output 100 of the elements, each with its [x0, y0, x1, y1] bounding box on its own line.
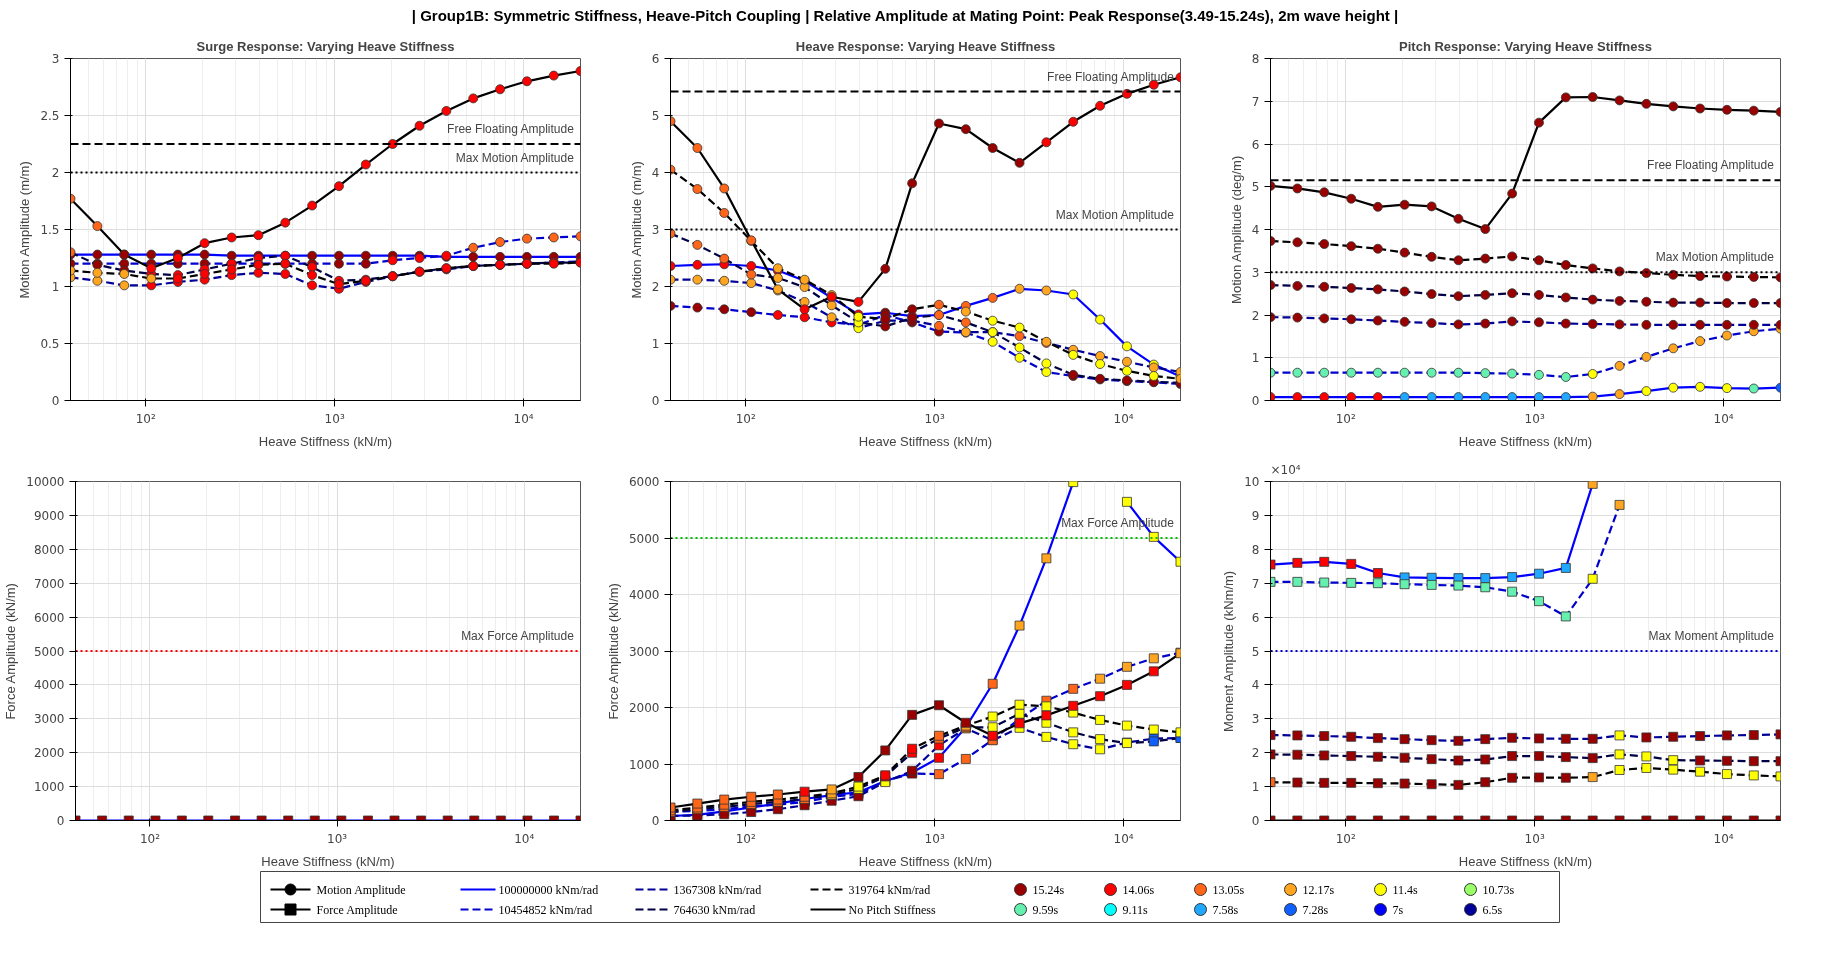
- x-tick-label: 10³: [924, 831, 945, 846]
- legend-label: 764630 kNm/rad: [673, 902, 756, 917]
- ref-line-label: Max Motion Amplitude: [455, 150, 575, 165]
- y-tick-label: 6000: [628, 475, 660, 490]
- y-tick-label: 7000: [33, 577, 65, 592]
- y-tick-label: 2.5: [40, 109, 60, 124]
- y-tick-label: 4000: [628, 588, 660, 603]
- text: | Group1B: Symmetric Stiffness, Heave-Pitch Coupling | Relative Amplitude at Mating Point: Peak Response(3.49-15.24s), 2m wave height |: [411, 6, 1399, 26]
- y-tick-label: 4000: [33, 678, 65, 693]
- ref-line-label: Max Motion Amplitude: [1655, 250, 1775, 265]
- y-tick-label: 5000: [33, 644, 65, 659]
- x-tick-label: 10⁴: [1713, 411, 1734, 426]
- y-tick-label: 10000: [26, 475, 65, 490]
- y-tick-label: 6000: [33, 611, 65, 626]
- y-tick-label: 2: [1251, 308, 1260, 323]
- legend-label: No Pitch Stiffness: [848, 902, 936, 917]
- legend-label: 7.58s: [1212, 902, 1239, 917]
- legend-label: 319764 kNm/rad: [848, 882, 931, 897]
- y-tick-label: 0: [51, 394, 60, 409]
- x-axis-title: Heave Stiffness (kN/m): [258, 433, 393, 449]
- y-tick-label: 0.5: [40, 337, 60, 352]
- legend-label: 6.5s: [1482, 902, 1503, 917]
- y-axis-title: Motion Amplitude (m/m): [17, 161, 33, 299]
- x-tick-label: 10³: [327, 831, 348, 846]
- y-tick-label: 1: [1251, 351, 1260, 366]
- y-tick-label: 3: [1251, 266, 1260, 281]
- legend-label: 13.05s: [1212, 882, 1245, 897]
- y-tick-label: 9000: [33, 509, 65, 524]
- ref-line-label: Free Floating Amplitude: [1647, 158, 1775, 173]
- y-tick-label: 6: [1251, 137, 1260, 152]
- legend-label: 7.28s: [1302, 902, 1329, 917]
- y-tick-label: 1: [1251, 780, 1260, 795]
- y-tick-label: 10: [1244, 475, 1260, 490]
- x-axis-title: Heave Stiffness (kN/m): [1458, 853, 1593, 869]
- y-tick-label: 1: [651, 337, 660, 352]
- ref-line-label: Free Floating Amplitude: [447, 122, 575, 137]
- y-tick-label: 3: [1251, 712, 1260, 727]
- ref-line-label: Max Motion Amplitude: [1055, 207, 1175, 222]
- chart-title: Pitch Response: Varying Heave Stiffness: [1399, 38, 1652, 54]
- x-tick-label: 10³: [324, 411, 345, 426]
- y-axis-title: Force Amplitude (kN/m): [605, 583, 621, 721]
- x-tick-label: 10³: [1524, 831, 1545, 846]
- legend-label: Motion Amplitude: [316, 882, 406, 897]
- y-tick-label: 0: [56, 814, 65, 829]
- y-tick-label: 2: [1251, 746, 1260, 761]
- y-tick-label: 2000: [33, 746, 65, 761]
- y-tick-label: 6: [1251, 611, 1260, 626]
- legend-label: 100000000 kNm/rad: [498, 882, 599, 897]
- x-tick-label: 10²: [735, 831, 756, 846]
- y-tick-label: 1.5: [40, 223, 60, 238]
- y-tick-label: 5: [1251, 180, 1260, 195]
- y-tick-label: 0: [651, 394, 660, 409]
- y-tick-label: 3: [651, 223, 660, 238]
- chart-title: Heave Response: Varying Heave Stiffness: [795, 38, 1056, 54]
- x-tick-label: 10²: [1335, 411, 1356, 426]
- y-tick-label: 0: [1251, 394, 1260, 409]
- y-axis-title: Force Amplitude (kN/m): [3, 583, 19, 721]
- y-tick-label: 9: [1251, 509, 1260, 524]
- ref-line-label: Max Force Amplitude: [461, 629, 575, 644]
- y-tick-label: 2000: [628, 701, 660, 716]
- x-tick-label: 10⁴: [514, 831, 535, 846]
- x-tick-label: 10⁴: [1713, 831, 1734, 846]
- y-tick-label: 8: [1251, 543, 1260, 558]
- y-tick-label: 5: [651, 109, 660, 124]
- y-axis-title: Motion Amplitude (m/m): [628, 161, 644, 299]
- x-axis-title: Heave Stiffness (kN/m): [1458, 433, 1593, 449]
- legend-label: 1367308 kNm/rad: [673, 882, 762, 897]
- y-tick-label: 2: [651, 280, 660, 295]
- legend-label: 15.24s: [1032, 882, 1065, 897]
- y-tick-label: 7: [1251, 577, 1260, 592]
- x-tick-label: 10²: [135, 411, 156, 426]
- y-tick-label: 3000: [33, 712, 65, 727]
- legend-label: 11.4s: [1392, 882, 1419, 897]
- y-tick-label: 1000: [628, 757, 660, 772]
- x-tick-label: 10⁴: [1113, 411, 1134, 426]
- y-axis-title: Motion Amplitude (deg/m): [1228, 156, 1244, 305]
- y-tick-label: 6: [651, 52, 660, 67]
- y-tick-label: 1000: [33, 780, 65, 795]
- legend-label: 10454852 kNm/rad: [498, 902, 593, 917]
- x-tick-label: 10²: [1335, 831, 1356, 846]
- x-axis-title: Heave Stiffness (kN/m): [858, 853, 993, 869]
- y-tick-label: 4: [651, 166, 660, 181]
- x-tick-label: 10³: [924, 411, 945, 426]
- chart-title: Surge Response: Varying Heave Stiffness: [196, 38, 455, 54]
- y-tick-label: 8000: [33, 543, 65, 558]
- x-tick-label: 10⁴: [1113, 831, 1134, 846]
- y-tick-label: 1: [51, 280, 60, 295]
- y-tick-label: 5000: [628, 531, 660, 546]
- legend-label: 12.17s: [1302, 882, 1335, 897]
- x-axis-title: Heave Stiffness (kN/m): [261, 853, 395, 869]
- y-tick-label: 0: [1251, 814, 1260, 829]
- y-tick-label: 7: [1251, 95, 1260, 110]
- x-tick-label: 10²: [735, 411, 756, 426]
- y-tick-label: 5: [1251, 644, 1260, 659]
- y-axis-title: Moment Amplitude (kNm/m): [1221, 571, 1237, 733]
- y-tick-label: 3000: [628, 644, 660, 659]
- y-tick-label: 2: [51, 166, 60, 181]
- x-tick-label: 10³: [1524, 411, 1545, 426]
- ref-line-label: Max Moment Amplitude: [1648, 629, 1775, 644]
- ref-line-label: Free Floating Amplitude: [1047, 69, 1175, 84]
